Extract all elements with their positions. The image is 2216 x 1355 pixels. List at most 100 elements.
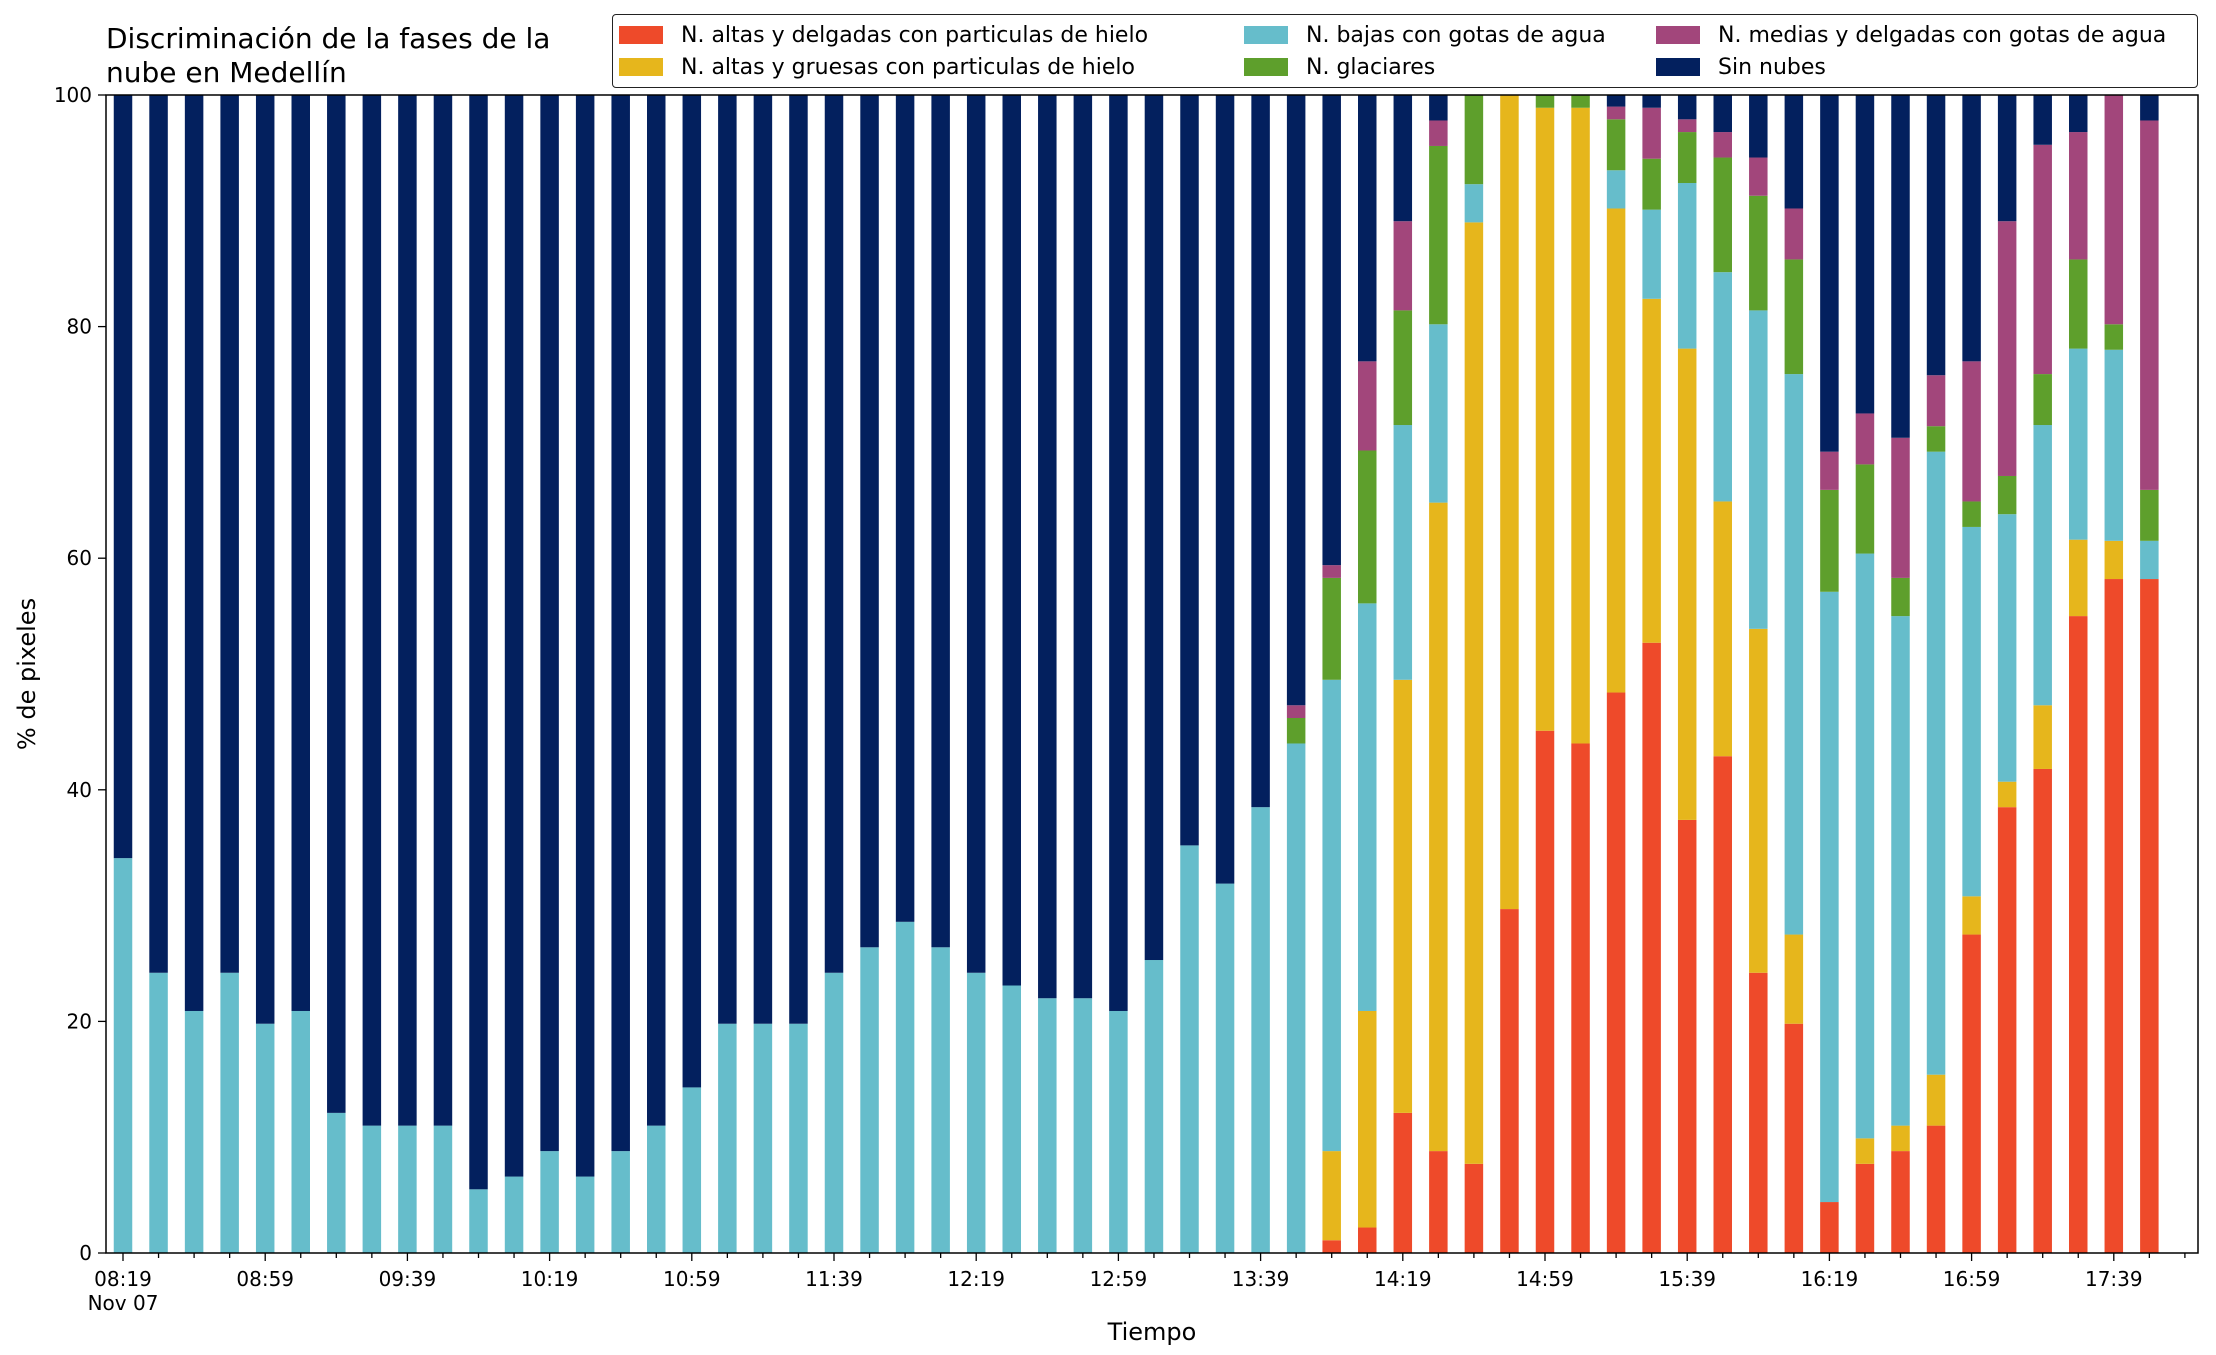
bar-segment [2033, 374, 2052, 426]
bar-segment [1749, 972, 1768, 1253]
bar-segment [1535, 95, 1555, 108]
bar-segment [1677, 132, 1697, 184]
x-tick-label: 12:19 [947, 1267, 1005, 1291]
bar-segment [1749, 628, 1768, 973]
bar-segment [1606, 119, 1626, 171]
bar-segment [2140, 120, 2159, 490]
bar-segment [1109, 1010, 1128, 1253]
x-tick-label: 10:59 [663, 1267, 721, 1291]
bar-segment [469, 1189, 488, 1253]
x-tick-label: 14:19 [1374, 1267, 1432, 1291]
legend-label: N. glaciares [1306, 54, 1436, 80]
y-tick-label: 0 [79, 1241, 92, 1265]
x-tick-label: 13:39 [1232, 1267, 1290, 1291]
bar-segment [2069, 259, 2088, 349]
bar-segment [2033, 144, 2052, 375]
bar-segment [966, 972, 986, 1253]
bar-segment [184, 1010, 204, 1253]
bar-segment [1677, 183, 1697, 349]
bar-segment [1358, 361, 1377, 451]
bar-segment [2104, 324, 2124, 350]
bar-segment [1358, 1227, 1377, 1253]
y-tick-label: 100 [54, 83, 92, 107]
legend-swatch [1656, 26, 1700, 44]
bar-segment [895, 95, 915, 922]
bar-segment [1322, 577, 1341, 680]
bar-segment [824, 972, 844, 1253]
bar-segment [1464, 222, 1484, 1164]
bar-segment [611, 95, 630, 1152]
bar-segment [398, 95, 417, 1126]
bar-segment [1073, 95, 1093, 999]
bar-segment [1926, 1125, 1946, 1253]
bar-segment [291, 95, 310, 1011]
bar-segment [1677, 348, 1697, 820]
bar-segment [1073, 998, 1093, 1253]
bar-segment [1820, 1202, 1839, 1253]
bar-segment [931, 947, 950, 1253]
bar-segment [789, 1023, 808, 1253]
bar-segment [1713, 501, 1732, 757]
bar-segment [1855, 464, 1875, 554]
bar-segment [1109, 95, 1128, 1011]
bar-segment [1997, 807, 2017, 1253]
bar-segment [2033, 425, 2052, 706]
x-axis-label: Tiempo [1107, 1318, 1197, 1346]
x-tick-label: 08:59 [236, 1267, 294, 1291]
bar-segment [540, 1151, 559, 1253]
bar-segment [1962, 526, 1981, 897]
bar-segment [1429, 502, 1448, 1152]
bar-segment [1180, 845, 1199, 1253]
bar-segment [1713, 272, 1732, 502]
bar-segment [1891, 1151, 1910, 1253]
bar-segment [1286, 718, 1306, 744]
bar-segment [1642, 642, 1661, 1253]
bar-segment [1642, 209, 1661, 299]
chart-legend: N. altas y delgadas con particulas de hi… [612, 14, 2198, 88]
bar-segment [1358, 1010, 1377, 1228]
bar-segment [1926, 426, 1946, 452]
bar-segment [1891, 577, 1910, 617]
legend-label: N. altas y delgadas con particulas de hi… [681, 22, 1149, 48]
bar-segment [2104, 540, 2124, 580]
bar-segment [1286, 705, 1306, 719]
bar-segment [1642, 107, 1661, 159]
bar-segment [362, 95, 382, 1126]
bar-segment [824, 95, 844, 973]
bar-segment [1891, 1125, 1910, 1152]
bar-segment [1962, 95, 1981, 362]
bar-segment [575, 95, 595, 1177]
bar-segment [1713, 756, 1732, 1253]
bar-segment [718, 1023, 737, 1253]
bar-segment [1429, 120, 1448, 146]
bar-segment [931, 95, 950, 948]
bar-segment [1891, 616, 1910, 1126]
bar-segment [2069, 616, 2088, 1253]
bar-segment [1997, 475, 2017, 515]
bar-segment [220, 972, 239, 1253]
bar-segment [1749, 157, 1768, 196]
bar-segment [1393, 679, 1413, 1113]
bar-segment [433, 95, 453, 1126]
y-tick-label: 60 [67, 546, 92, 570]
bar-segment [1855, 1138, 1875, 1164]
bar-segment [1749, 195, 1768, 311]
bar-segment [647, 95, 666, 1126]
bar-segment [860, 947, 879, 1253]
bar-segment [1358, 450, 1377, 604]
bar-segment [504, 1176, 524, 1253]
bar-segment [1855, 413, 1875, 465]
bar-segment [1784, 374, 1804, 935]
bar-segment [1429, 95, 1448, 121]
bar-segment [220, 95, 239, 973]
legend-swatch [619, 26, 663, 44]
legend-swatch [1244, 58, 1288, 76]
bar-segment [433, 1125, 453, 1253]
bar-segment [1855, 1163, 1875, 1253]
bar-segment [718, 95, 737, 1024]
bar-segment [184, 95, 204, 1011]
bar-segment [1464, 95, 1484, 185]
x-tick-label: 09:39 [379, 1267, 437, 1291]
bar-segment [575, 1176, 595, 1253]
